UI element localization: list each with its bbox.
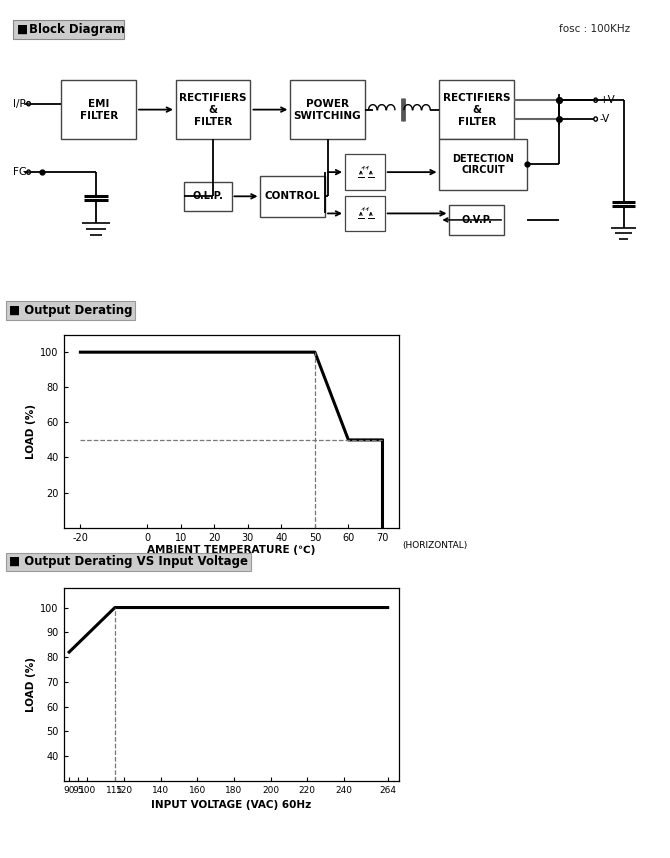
Text: RECTIFIERS: RECTIFIERS	[443, 93, 511, 103]
Bar	[345, 196, 385, 231]
Text: EMI: EMI	[88, 99, 109, 109]
Text: ■ Output Derating: ■ Output Derating	[9, 304, 132, 317]
Text: -V: -V	[600, 114, 610, 124]
Text: DETECTION: DETECTION	[452, 154, 514, 164]
Bar	[184, 182, 232, 211]
Text: FG: FG	[13, 167, 27, 177]
Text: I/P: I/P	[13, 99, 25, 109]
Bar	[261, 176, 325, 217]
Bar	[290, 80, 365, 139]
Text: Block Diagram: Block Diagram	[29, 23, 125, 36]
Text: O.V.P.: O.V.P.	[462, 214, 492, 225]
Text: &: &	[472, 105, 481, 115]
Text: SWITCHING: SWITCHING	[293, 111, 361, 121]
Y-axis label: LOAD (%): LOAD (%)	[26, 656, 36, 712]
Bar	[450, 205, 504, 234]
Text: CONTROL: CONTROL	[265, 191, 320, 202]
Text: RECTIFIERS: RECTIFIERS	[180, 93, 247, 103]
Text: ■: ■	[17, 23, 27, 36]
Text: POWER: POWER	[306, 99, 349, 109]
Y-axis label: LOAD (%): LOAD (%)	[26, 403, 36, 459]
Bar	[13, 20, 124, 39]
Text: INPUT VOLTAGE (VAC) 60Hz: INPUT VOLTAGE (VAC) 60Hz	[151, 800, 312, 810]
Bar	[176, 80, 251, 139]
Text: O.L.P.: O.L.P.	[192, 191, 223, 202]
Text: &: &	[208, 105, 218, 115]
Bar	[440, 139, 527, 190]
Text: FILTER: FILTER	[80, 111, 118, 121]
Text: AMBIENT TEMPERATURE (℃): AMBIENT TEMPERATURE (℃)	[147, 545, 316, 555]
Text: fosc : 100KHz: fosc : 100KHz	[559, 24, 630, 34]
Bar	[440, 80, 514, 139]
Text: FILTER: FILTER	[458, 117, 496, 126]
Text: (HORIZONTAL): (HORIZONTAL)	[402, 541, 467, 550]
Text: CIRCUIT: CIRCUIT	[462, 165, 505, 175]
Bar	[345, 154, 385, 190]
Bar	[62, 80, 136, 139]
Text: ■ Output Derating VS Input Voltage: ■ Output Derating VS Input Voltage	[9, 555, 248, 569]
Text: FILTER: FILTER	[194, 117, 232, 126]
Text: +V: +V	[600, 95, 615, 106]
